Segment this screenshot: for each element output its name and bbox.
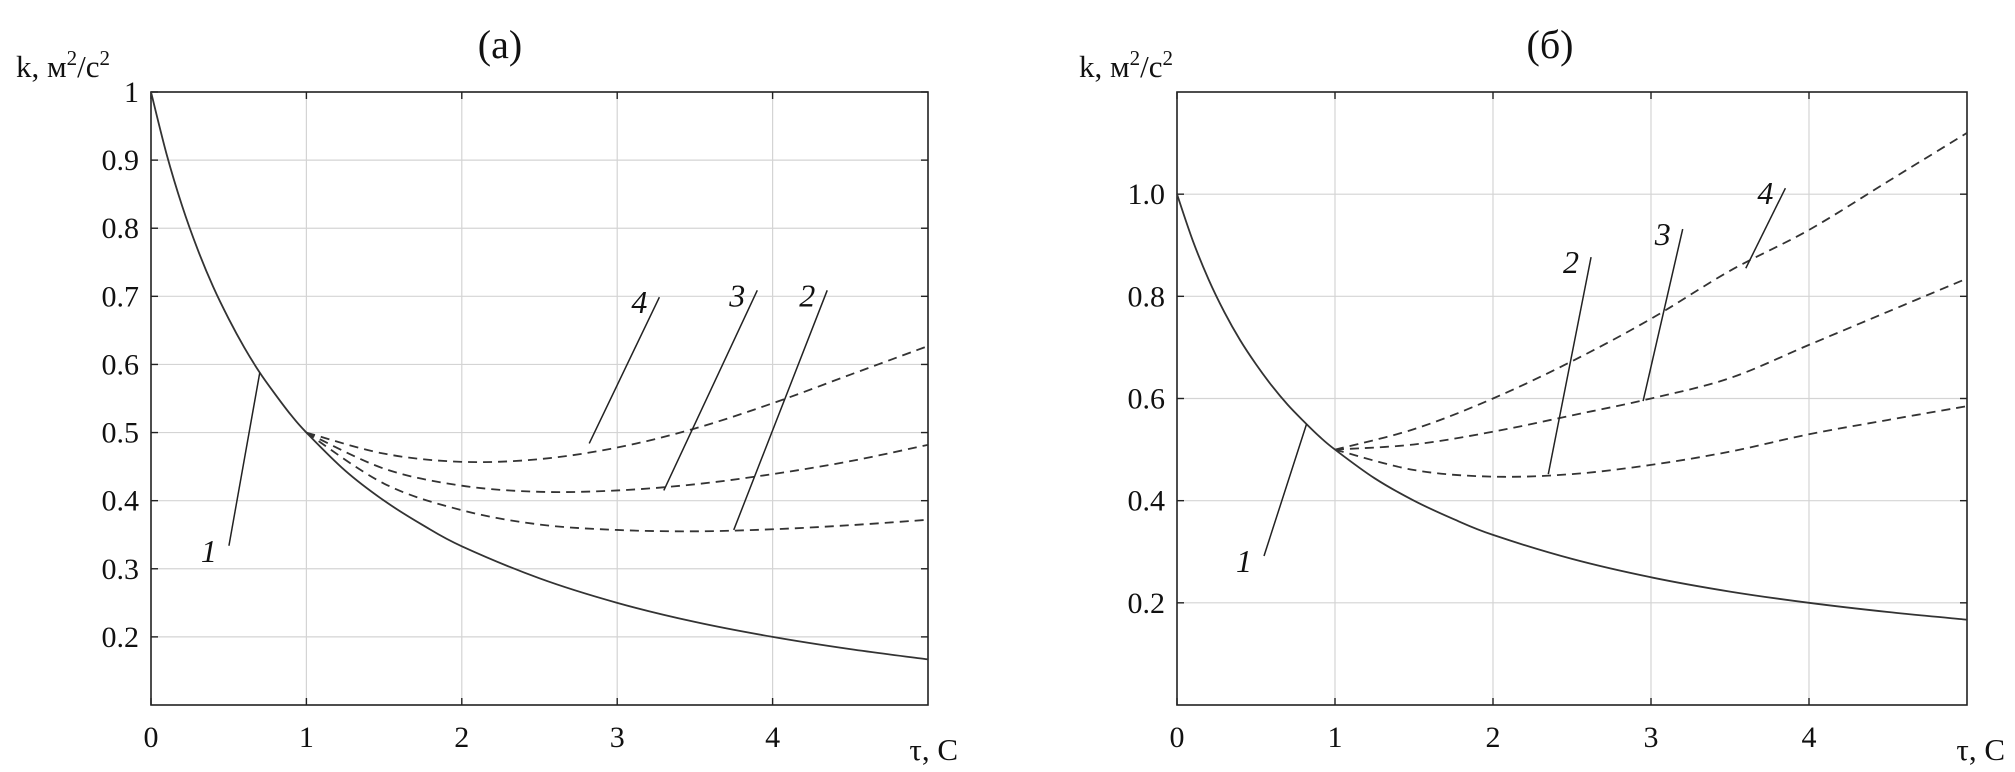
x-tick-label: 2	[1486, 721, 1501, 754]
callout-leader-1	[1263, 423, 1308, 557]
callout-leader-1	[228, 372, 261, 546]
callout-label-4: 4	[1757, 175, 1773, 211]
series-line-4	[306, 345, 929, 464]
chart-panel-b: (б) k, м2/с2 τ, С 0 1 2 3 4 0.2 0.4 0.6 0.8 1.0 1 2…	[1079, 22, 2005, 767]
x-tick-label: 3	[610, 721, 625, 754]
y-tick-label: 0.2	[102, 621, 140, 654]
x-tick-label: 0	[144, 721, 159, 754]
y-tick-label: 0.8	[1128, 280, 1166, 313]
callout-label-1: 1	[1236, 543, 1252, 579]
series-line-4	[1334, 132, 1968, 451]
y-tick-label: 1.0	[1128, 178, 1166, 211]
plot-frame	[150, 91, 929, 706]
y-tick-label: 0.7	[102, 280, 140, 313]
series-line-1	[1176, 193, 1968, 621]
x-axis-label: τ, С	[909, 732, 958, 767]
y-tick-label: 0.9	[102, 144, 140, 177]
series-line-3	[306, 431, 929, 494]
chart-title: (а)	[478, 22, 522, 67]
x-tick-label: 2	[454, 721, 469, 754]
y-tick-label: 0.6	[1128, 383, 1166, 416]
series-line-2	[305, 431, 929, 533]
chart-title: (б)	[1527, 22, 1574, 67]
chart-panel-a: (а) k, м2/с2 τ, С 0 1 2 3 4 0.2 0.3 0.4 0.5 0.6 0.…	[16, 22, 958, 767]
series-line-1	[150, 91, 929, 661]
x-tick-label: 1	[1328, 721, 1343, 754]
y-axis-label: k, м2/с2	[16, 46, 110, 84]
callout-leader-3	[663, 290, 758, 491]
series-line-3	[1334, 277, 1968, 451]
y-tick-label: 1	[124, 76, 139, 109]
callout-label-3: 3	[1654, 216, 1671, 252]
y-tick-label: 0.4	[1128, 485, 1166, 518]
callout-leader-4	[588, 296, 661, 444]
callout-leader-2	[1547, 256, 1592, 475]
y-tick-label: 0.3	[102, 553, 140, 586]
callout-label-2: 2	[799, 277, 815, 313]
x-axis-label: τ, С	[1956, 732, 2005, 767]
y-tick-label: 0.6	[102, 348, 140, 381]
x-tick-label: 3	[1644, 721, 1659, 754]
callout-leader-2	[733, 290, 828, 531]
callout-leader-3	[1642, 228, 1684, 402]
x-tick-label: 1	[299, 721, 314, 754]
y-tick-label: 0.8	[102, 212, 140, 245]
y-tick-label: 0.2	[1128, 587, 1166, 620]
callout-label-3: 3	[728, 277, 745, 313]
y-tick-label: 0.5	[102, 417, 140, 450]
y-tick-label: 0.4	[102, 485, 140, 518]
x-tick-label: 4	[1802, 721, 1817, 754]
callout-label-4: 4	[631, 284, 647, 320]
callout-leader-4	[1745, 187, 1787, 269]
y-axis-label: k, м2/с2	[1079, 46, 1173, 84]
callout-label-2: 2	[1563, 244, 1579, 280]
x-tick-label: 0	[1170, 721, 1185, 754]
callout-label-1: 1	[201, 533, 217, 569]
series-line-2	[1334, 405, 1968, 478]
x-tick-label: 4	[765, 721, 780, 754]
